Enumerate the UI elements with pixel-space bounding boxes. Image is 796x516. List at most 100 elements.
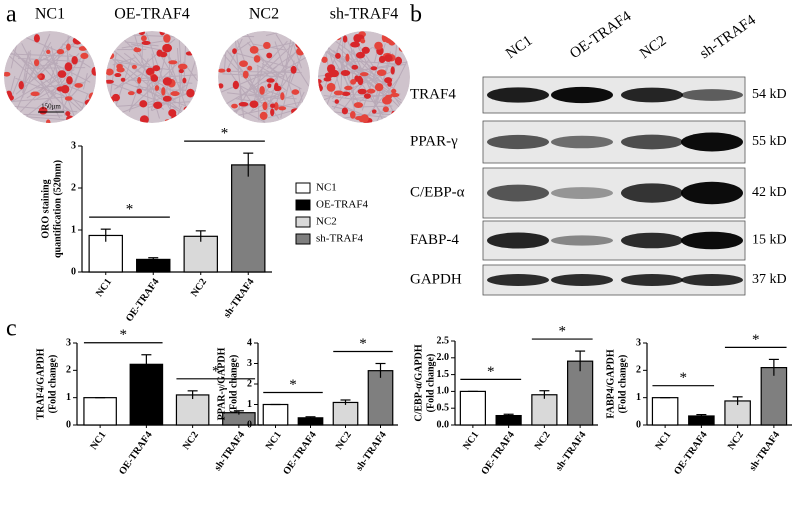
lipid-droplet <box>247 65 253 71</box>
cell-fiber <box>146 81 150 122</box>
y-axis-label: TRAF4/GAPDH <box>35 348 46 419</box>
error-bar <box>375 362 386 378</box>
y-axis-label: quantification (520nm) <box>52 160 63 258</box>
cell-fiber <box>151 53 155 67</box>
lipid-droplet <box>335 52 341 59</box>
lipid-droplet <box>298 31 308 37</box>
cell-fiber <box>145 80 153 90</box>
lipid-droplet <box>218 83 224 89</box>
size-label: 55 kD <box>752 134 787 149</box>
lipid-droplet <box>111 93 120 102</box>
micrograph <box>318 31 410 123</box>
lipid-droplet <box>16 34 23 42</box>
bar <box>367 370 394 426</box>
cell-fiber <box>282 95 294 100</box>
image-label: NC2 <box>249 6 279 23</box>
cell-fiber <box>333 59 370 110</box>
cell-fiber <box>112 57 136 66</box>
lipid-droplet <box>73 37 83 44</box>
significance-label: * <box>120 327 128 343</box>
cell-fiber <box>271 54 293 71</box>
y-axis-label: (Fold change) <box>617 355 628 414</box>
cell-fiber <box>254 40 288 78</box>
cell-fiber <box>352 49 384 122</box>
lipid-droplet <box>334 99 340 104</box>
lipid-droplet <box>84 99 94 106</box>
cell-fiber <box>220 72 267 93</box>
lipid-droplet <box>185 51 194 56</box>
y-tick-label: 2 <box>66 365 71 376</box>
x-tick-label: sh-TRAF4 <box>747 430 782 473</box>
lipid-droplet <box>178 32 185 40</box>
x-tick-label: OE-TRAF4 <box>479 430 517 477</box>
lipid-droplet <box>37 74 42 79</box>
lipid-droplet <box>274 82 279 92</box>
lipid-droplet <box>232 48 237 54</box>
cell-fiber <box>110 56 144 90</box>
cell-fiber <box>8 96 69 103</box>
cell-fiber <box>358 59 394 94</box>
lipid-droplet <box>127 91 135 96</box>
lipid-droplet <box>259 85 265 95</box>
significance-label: * <box>212 363 220 379</box>
significance-label: * <box>359 336 367 352</box>
lipid-droplet <box>57 70 67 78</box>
cell-fiber <box>22 52 32 98</box>
y-tick-label: 0.0 <box>437 419 450 430</box>
lipid-droplet <box>145 67 155 76</box>
cell-fiber <box>16 85 47 117</box>
y-tick-label: 2.0 <box>437 352 450 363</box>
lipid-droplet <box>350 41 360 48</box>
y-axis-label: FABP4/GAPDH <box>605 349 616 418</box>
lipid-droplet <box>166 47 171 52</box>
lipid-droplet <box>296 47 305 56</box>
lipid-droplet <box>341 91 351 97</box>
lipid-droplet <box>133 47 142 53</box>
lipid-droplet <box>110 34 118 39</box>
lipid-droplet <box>353 34 362 43</box>
error-bar <box>141 354 152 374</box>
lipid-droplet <box>370 66 378 71</box>
y-tick-label: 1.5 <box>437 369 450 380</box>
y-tick-label: 2 <box>247 378 252 389</box>
lipid-droplet <box>359 72 369 77</box>
panel-label: b <box>410 2 422 28</box>
bar <box>332 401 359 426</box>
scale-label: 150μm <box>41 103 61 111</box>
bar <box>83 397 117 426</box>
y-axis-label: (Fold change) <box>228 355 239 414</box>
bar <box>651 397 679 426</box>
cell-fiber <box>373 90 379 109</box>
lipid-droplet <box>153 101 163 109</box>
cell-fiber <box>241 69 300 78</box>
lipid-droplet <box>291 89 300 95</box>
legend-swatch <box>295 216 311 228</box>
lipid-droplet <box>170 91 180 97</box>
legend-label: NC2 <box>316 216 337 228</box>
lipid-droplet <box>342 35 348 43</box>
lipid-droplet <box>360 114 369 123</box>
lipid-droplet <box>266 78 275 83</box>
lipid-droplet <box>371 109 377 114</box>
lipid-droplet <box>162 77 172 86</box>
cell-fiber <box>267 39 298 69</box>
error-bar <box>148 257 159 262</box>
blot-band <box>621 87 683 103</box>
lane-label: NC2 <box>637 33 669 62</box>
cell-fiber <box>334 59 362 109</box>
significance-label: * <box>752 332 760 348</box>
cell-fiber <box>363 88 384 116</box>
protein-label: TRAF4 <box>410 86 456 102</box>
lipid-droplet <box>150 74 159 82</box>
lipid-droplet <box>38 106 48 115</box>
micrograph <box>4 31 96 123</box>
cell-fiber <box>10 70 65 103</box>
lipid-droplet <box>249 45 259 54</box>
lipid-droplet <box>33 59 40 67</box>
lipid-droplet <box>56 86 66 92</box>
lipid-droplet <box>106 68 114 76</box>
image-label: sh-TRAF4 <box>330 6 398 23</box>
cell-fiber <box>332 100 367 117</box>
lipid-droplet <box>33 34 40 43</box>
